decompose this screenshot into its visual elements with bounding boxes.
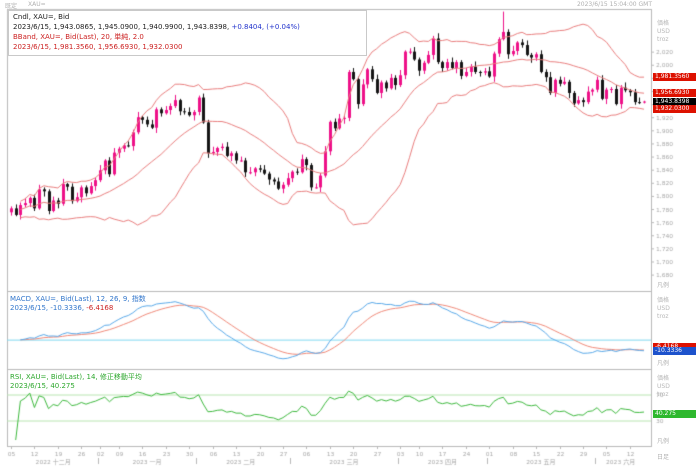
- bband-lower-tag: 1,932.0300: [653, 105, 696, 114]
- main-axis-unit2: troz: [657, 36, 669, 43]
- rsi-axis-unit: USD: [657, 383, 670, 390]
- interval-label: 日足: [657, 454, 670, 461]
- rsi-axis-unit2: troz: [657, 391, 669, 398]
- macd-pane-legend-toggle[interactable]: 凡例: [657, 360, 670, 367]
- main-pane-legend-toggle[interactable]: 凡例: [657, 282, 670, 289]
- rsi-tag: 40.275: [653, 409, 696, 418]
- macd-legend-values: 2023/6/15, -10.3336, -6.4168: [10, 304, 146, 313]
- rsi-axis-header: 価格 USD troz: [657, 375, 670, 399]
- macd-signal-value: -6.4168: [86, 304, 114, 312]
- bband-legend-values: 2023/6/15, 1,981.3560, 1,956.6930, 1,932…: [13, 43, 183, 51]
- rsi-legend-series: RSI, XAU=, Bid(Last), 14, 修正移動平均: [10, 373, 142, 381]
- main-axis-title: 価格: [657, 20, 670, 27]
- candle-ohlc-values: 2023/6/15, 1,943.0865, 1,945.0900, 1,940…: [13, 23, 232, 31]
- last-price-tag: 1,943.8398: [653, 97, 696, 106]
- candle-legend-values: 2023/6/15, 1,943.0865, 1,945.0900, 1,940…: [13, 22, 362, 32]
- macd-axis-unit: USD: [657, 305, 670, 312]
- candle-change-value: +0.8404, (+0.04%): [231, 23, 300, 31]
- main-axis-header: 価格 USD troz: [657, 20, 670, 44]
- macd-line-tag: -10.3336: [653, 347, 696, 356]
- main-pane-legend: Cndl, XAU=, Bid 2023/6/15, 1,943.0865, 1…: [8, 10, 367, 56]
- macd-signal-tag: -6.4168: [653, 342, 696, 351]
- macd-pane-legend: MACD, XAU=, Bid(Last), 12, 26, 9, 指数 202…: [10, 295, 146, 313]
- bband-upper-tag: 1,981.3560: [653, 72, 696, 81]
- candle-legend-series: Cndl, XAU=, Bid: [13, 13, 70, 21]
- macd-axis-header: 価格 USD troz: [657, 297, 670, 321]
- bband-legend-series: BBand, XAU=, Bid(Last), 20, 単純, 2.0: [13, 33, 144, 41]
- main-axis-unit: USD: [657, 28, 670, 35]
- macd-legend-series: MACD, XAU=, Bid(Last), 12, 26, 9, 指数: [10, 295, 146, 303]
- macd-axis-unit2: troz: [657, 313, 669, 320]
- macd-axis-title: 価格: [657, 297, 670, 304]
- rsi-legend-value: 2023/6/15, 40.275: [10, 382, 75, 390]
- rsi-pane-legend-toggle[interactable]: 凡例: [657, 438, 670, 445]
- rsi-pane-legend: RSI, XAU=, Bid(Last), 14, 修正移動平均 2023/6/…: [10, 373, 142, 391]
- macd-line-value: 2023/6/15, -10.3336,: [10, 304, 87, 312]
- rsi-axis-title: 価格: [657, 375, 670, 382]
- bband-middle-tag: 1,956.6930: [653, 89, 696, 98]
